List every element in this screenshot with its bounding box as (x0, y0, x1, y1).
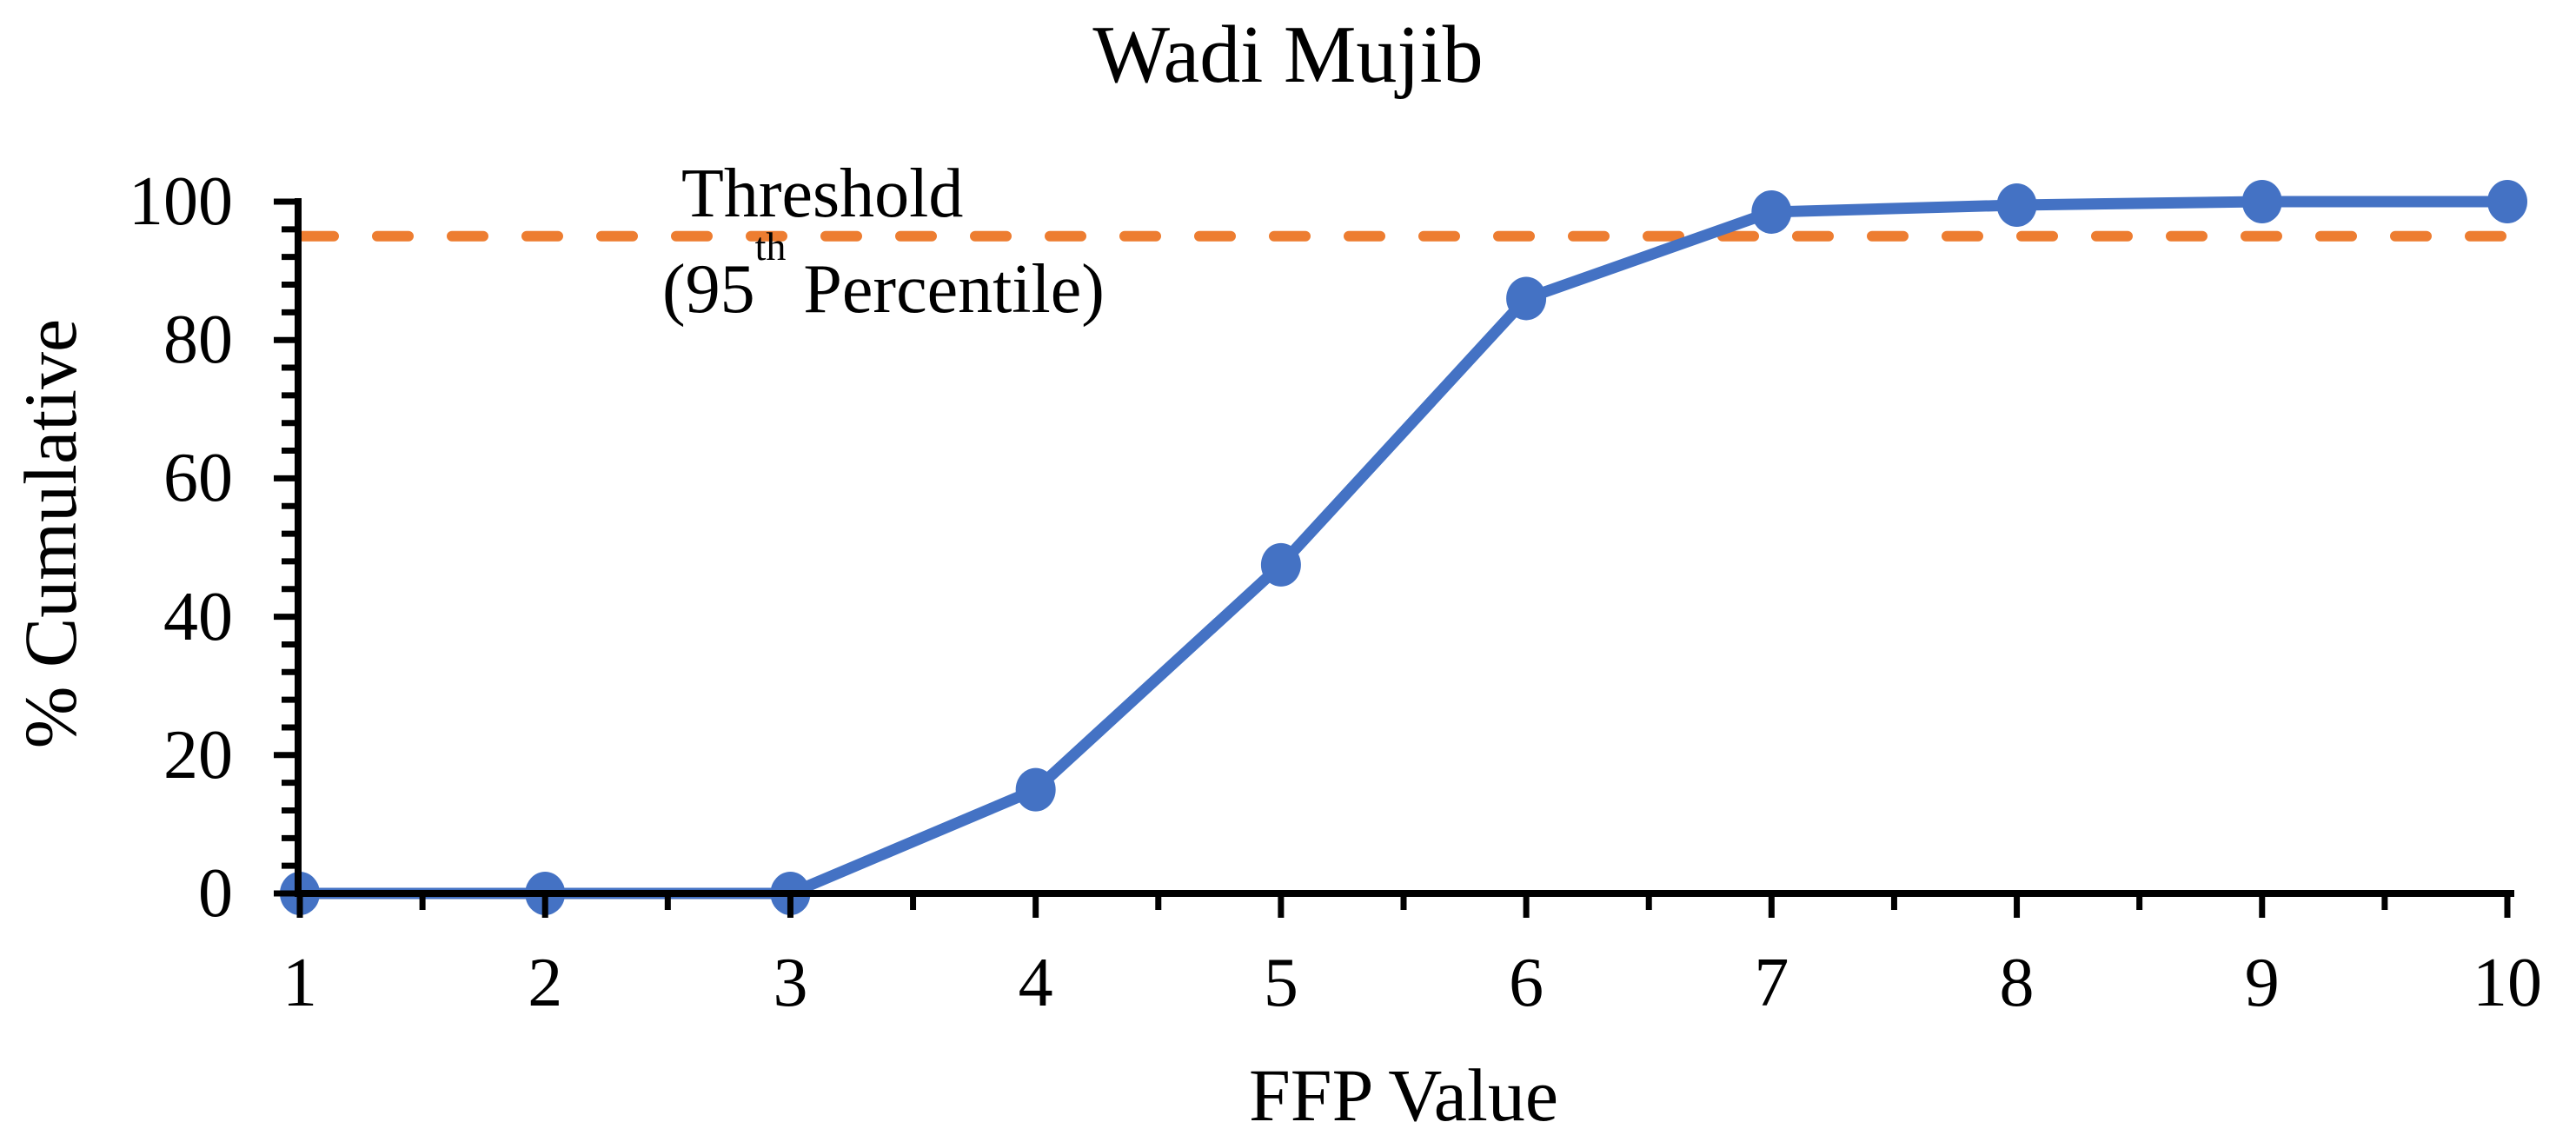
x-tick-label: 3 (773, 945, 808, 1021)
x-tick-label: 5 (1263, 945, 1298, 1021)
threshold-annotation-line2-pre: (95 (662, 251, 755, 328)
x-tick-label: 7 (1754, 945, 1789, 1021)
y-axis-title: % Cumulative (9, 318, 92, 749)
y-tick-label: 60 (163, 440, 233, 517)
y-tick-label: 80 (163, 302, 233, 379)
x-tick-label: 2 (528, 945, 563, 1021)
x-tick-label: 6 (1509, 945, 1544, 1021)
data-line (294, 196, 2513, 900)
y-tick-label: 100 (129, 163, 233, 240)
y-tick-label: 0 (198, 855, 233, 932)
threshold-annotation-line2-post: Percentile) (786, 251, 1105, 328)
x-tick-label: 4 (1018, 945, 1053, 1021)
threshold-annotation-line2: (95th Percentile) (662, 227, 1105, 337)
threshold-annotation: Threshold (95th Percentile) (662, 146, 1105, 337)
data-point-marker (1996, 183, 2037, 227)
y-tick-label: 20 (163, 716, 233, 793)
x-tick-label: 8 (1999, 945, 2035, 1021)
data-point-marker (1506, 276, 1547, 321)
y-tick-label: 40 (163, 578, 233, 655)
data-point-marker (1260, 542, 1301, 587)
data-point-marker (1015, 767, 1056, 812)
chart-title: Wadi Mujib (1092, 10, 1484, 100)
data-point-marker (2487, 180, 2527, 223)
threshold-annotation-line1: Threshold (681, 156, 964, 232)
threshold-annotation-superscript: th (754, 224, 787, 269)
data-point-marker (1751, 189, 1792, 234)
x-axis-title: FFP Value (1248, 1053, 1559, 1137)
x-tick-label: 10 (2473, 945, 2542, 1021)
x-tick-label: 1 (282, 945, 317, 1021)
data-point-marker (2241, 180, 2282, 223)
x-tick-label: 9 (2244, 945, 2280, 1021)
